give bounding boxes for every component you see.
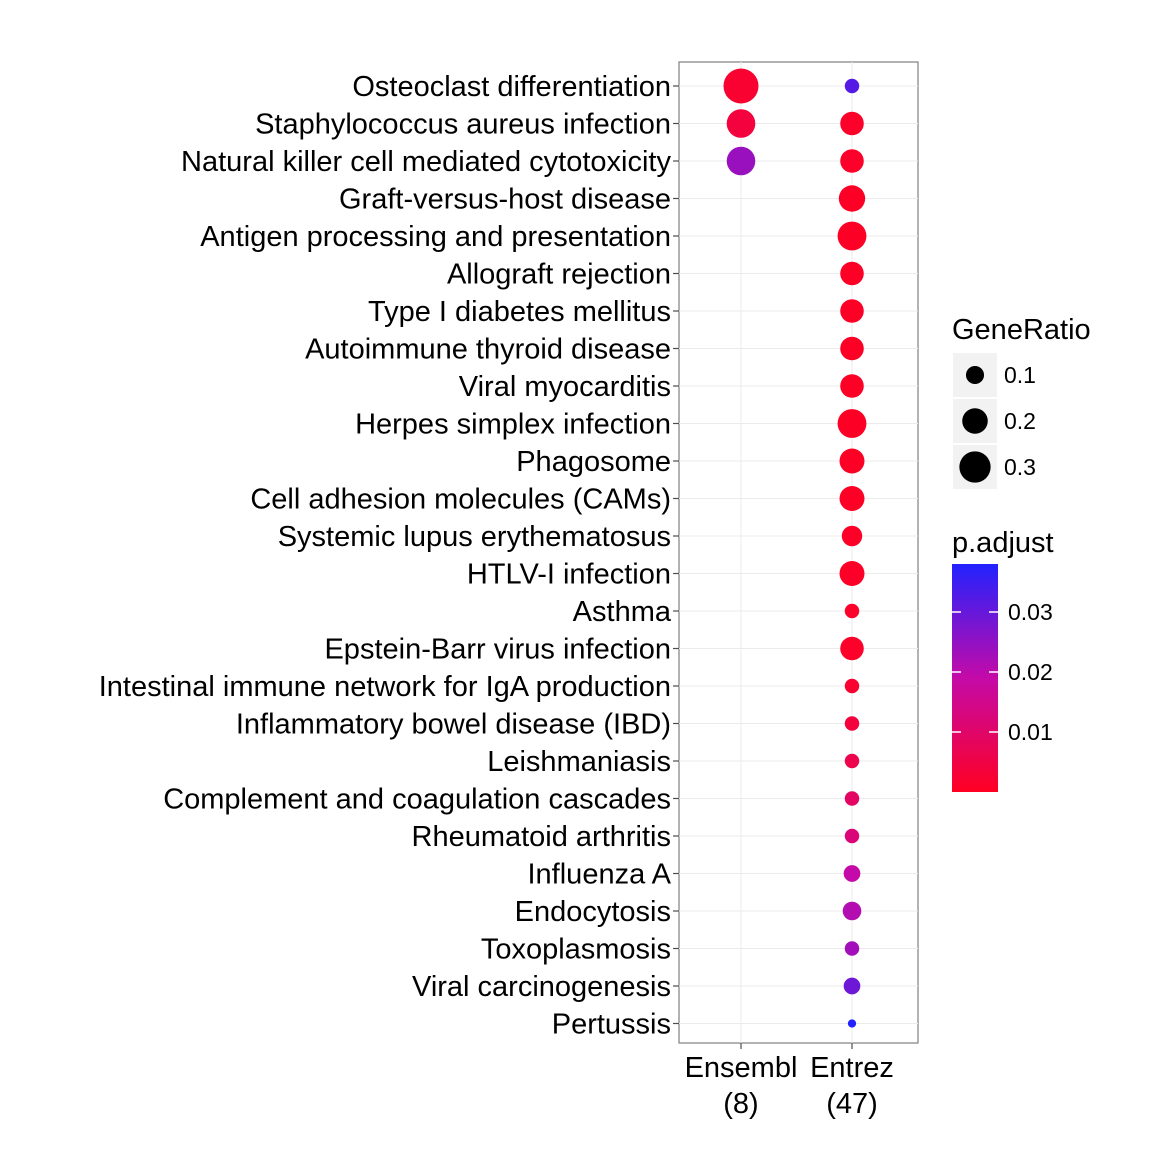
- data-point: [844, 753, 860, 769]
- size-legend-label: 0.3: [1004, 454, 1036, 480]
- color-legend-label: 0.01: [1008, 719, 1053, 745]
- data-point: [726, 146, 756, 176]
- grid-lines: [679, 62, 918, 1043]
- data-point: [840, 111, 864, 136]
- x-tick-label: Entrez (47): [810, 1052, 894, 1120]
- color-legend-bar: [952, 564, 998, 792]
- data-point: [844, 678, 860, 694]
- y-axis-labels: Osteoclast differentiation Staphylococcus…: [99, 71, 672, 1041]
- size-legend-dot: [965, 365, 985, 385]
- data-point: [839, 448, 865, 474]
- data-point: [838, 185, 866, 212]
- data-point: [844, 78, 860, 94]
- data-point: [843, 865, 861, 882]
- y-tick-label: Autoimmune thyroid disease: [305, 334, 671, 366]
- color-legend-title: p.adjust: [952, 527, 1054, 559]
- size-legend-label: 0.1: [1004, 362, 1036, 388]
- y-tick-label: Cell adhesion molecules (CAMs): [250, 484, 671, 516]
- y-tick-label: Intestinal immune network for IgA produc…: [99, 671, 671, 703]
- data-point: [840, 374, 864, 398]
- data-point: [840, 336, 864, 361]
- data-point: [840, 636, 864, 661]
- size-legend: GeneRatio 0.1 0.2 0.3: [951, 314, 1091, 491]
- color-legend-ticks: 0.01 0.02 0.03: [952, 599, 1053, 745]
- size-legend-dot: [959, 451, 991, 483]
- y-tick-label: Graft-versus-host disease: [339, 184, 671, 216]
- y-tick-label: Systemic lupus erythematosus: [278, 521, 671, 553]
- data-point: [844, 791, 860, 806]
- axis-ticks: [673, 85, 853, 1049]
- y-tick-label: Toxoplasmosis: [481, 934, 671, 966]
- x-tick-label: Ensembl (8): [685, 1052, 798, 1120]
- data-points: [723, 68, 867, 1028]
- data-point: [843, 977, 861, 995]
- data-point: [726, 109, 756, 138]
- data-point: [844, 941, 860, 956]
- size-legend-title: GeneRatio: [952, 314, 1091, 346]
- data-point: [837, 221, 867, 251]
- data-point: [841, 525, 863, 547]
- y-tick-label: Osteoclast differentiation: [352, 71, 671, 103]
- y-tick-label: Phagosome: [516, 446, 671, 478]
- y-tick-label: Antigen processing and presentation: [200, 221, 671, 253]
- color-legend: p.adjust 0.01 0.02 0.03: [952, 527, 1054, 792]
- data-point: [839, 486, 865, 511]
- y-tick-label: Natural killer cell mediated cytotoxicit…: [181, 146, 671, 178]
- data-point: [837, 409, 867, 438]
- y-tick-label: Herpes simplex infection: [355, 409, 671, 441]
- color-legend-label: 0.03: [1008, 599, 1053, 625]
- y-tick-label: Viral carcinogenesis: [412, 971, 671, 1003]
- data-point: [840, 261, 864, 286]
- data-point: [842, 901, 862, 921]
- y-tick-label: Inflammatory bowel disease (IBD): [236, 709, 671, 741]
- y-tick-label: Leishmaniasis: [487, 746, 671, 778]
- data-point: [840, 149, 864, 173]
- size-legend-keys: 0.1 0.2 0.3: [951, 351, 1036, 491]
- y-tick-label: Complement and coagulation cascades: [163, 784, 671, 816]
- plot-panel: [678, 61, 919, 1044]
- y-tick-label: Epstein-Barr virus infection: [324, 634, 671, 666]
- data-point: [844, 828, 860, 844]
- color-legend-label: 0.02: [1008, 659, 1053, 685]
- y-tick-label: Influenza A: [528, 859, 672, 891]
- data-point: [847, 1019, 857, 1028]
- x-axis-labels: Ensembl (8)Entrez (47): [685, 1052, 894, 1120]
- data-point: [844, 603, 860, 619]
- y-tick-label: HTLV-I infection: [467, 559, 671, 591]
- y-tick-label: Allograft rejection: [447, 259, 671, 291]
- data-point: [844, 716, 860, 731]
- y-tick-label: Staphylococcus aureus infection: [255, 109, 671, 141]
- y-tick-label: Asthma: [573, 596, 672, 628]
- data-point: [839, 561, 865, 586]
- y-tick-label: Pertussis: [552, 1009, 671, 1041]
- size-legend-label: 0.2: [1004, 408, 1036, 434]
- y-tick-label: Type I diabetes mellitus: [368, 296, 671, 328]
- y-tick-label: Endocytosis: [515, 896, 671, 928]
- data-point: [723, 68, 759, 104]
- y-tick-label: Viral myocarditis: [459, 371, 671, 403]
- size-legend-dot: [962, 408, 988, 434]
- data-point: [840, 299, 864, 323]
- y-tick-label: Rheumatoid arthritis: [412, 821, 672, 853]
